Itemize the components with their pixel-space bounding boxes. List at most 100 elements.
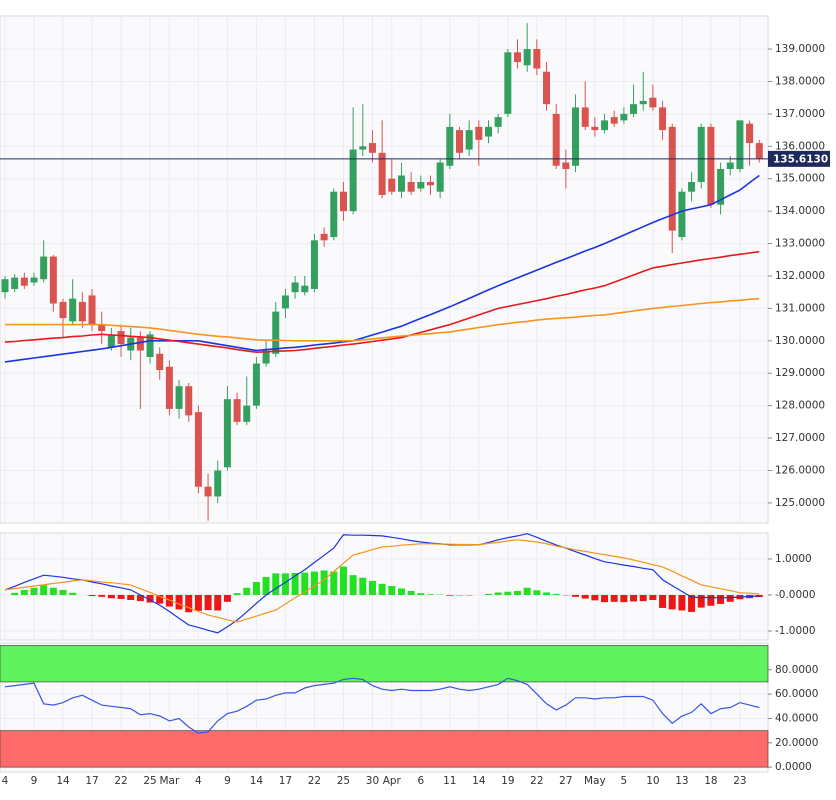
histogram-bar xyxy=(378,583,386,595)
histogram-bar xyxy=(117,594,125,599)
candle-body xyxy=(726,162,734,170)
candle-body xyxy=(688,181,696,192)
candle-body xyxy=(755,143,763,159)
candle-body xyxy=(146,334,154,358)
x-tick-label: 5 xyxy=(621,775,628,787)
histogram-bar xyxy=(330,571,338,595)
candle-body xyxy=(243,405,251,422)
candle-body xyxy=(136,337,144,351)
candle-body xyxy=(252,363,260,406)
candle-body xyxy=(485,126,492,137)
rsi-line xyxy=(4,677,760,734)
candle-body xyxy=(175,386,183,409)
candle-body xyxy=(630,104,638,114)
histogram-bar xyxy=(668,594,676,610)
candle-body xyxy=(707,126,715,205)
x-tick-label: 25 xyxy=(337,775,350,787)
y-tick-label: 0.0000 xyxy=(775,761,812,773)
histogram-bar xyxy=(368,580,376,595)
x-tick-label: Apr xyxy=(383,775,402,787)
histogram-bar xyxy=(359,577,367,595)
candle-body xyxy=(455,130,463,153)
histogram-bar xyxy=(533,590,541,595)
candle-body xyxy=(552,113,560,166)
candle-body xyxy=(40,256,48,280)
candle-body xyxy=(117,331,125,345)
candle-body xyxy=(601,120,609,131)
x-tick-label: 22 xyxy=(114,775,127,787)
candle-body xyxy=(620,113,628,121)
x-tick-label: 6 xyxy=(417,775,424,787)
candle-body xyxy=(659,107,667,131)
histogram-bar xyxy=(127,594,135,601)
x-tick-label: 23 xyxy=(733,775,746,787)
x-tick-label: 14 xyxy=(472,775,486,787)
candle-body xyxy=(581,107,589,127)
histogram-bar xyxy=(446,594,454,596)
candle-body xyxy=(465,130,473,150)
candle-body xyxy=(98,324,106,332)
candle-body xyxy=(88,295,96,325)
candle-body xyxy=(339,191,347,212)
histogram-bar xyxy=(572,594,580,597)
candle-body xyxy=(494,117,502,127)
histogram-bar xyxy=(59,589,67,595)
x-tick-label: Mar xyxy=(159,775,179,787)
candle-body xyxy=(514,52,522,63)
y-tick-label: 130.0000 xyxy=(775,335,825,347)
x-tick-label: 10 xyxy=(646,775,659,787)
band xyxy=(0,730,769,768)
candle-body xyxy=(262,350,270,364)
candle-body xyxy=(49,256,57,304)
candle-body xyxy=(281,295,289,309)
y-tick-label: 139.0000 xyxy=(775,43,825,55)
candle-body xyxy=(591,126,599,131)
histogram-bar xyxy=(697,594,705,608)
histogram-bar xyxy=(397,588,405,595)
candle-body xyxy=(678,191,686,238)
candle-body xyxy=(407,181,415,192)
histogram-bar xyxy=(98,594,106,597)
histogram-bar xyxy=(281,573,289,595)
histogram-bar xyxy=(610,594,618,602)
candle-body xyxy=(20,277,28,286)
candle-body xyxy=(107,334,115,348)
candle-body xyxy=(543,71,551,105)
candle-body xyxy=(736,120,744,170)
histogram-bar xyxy=(426,594,434,595)
histogram-bar xyxy=(272,573,280,595)
y-tick-label: 133.0000 xyxy=(775,238,825,250)
candle-body xyxy=(359,146,367,150)
histogram-bar xyxy=(523,587,531,595)
candle-body xyxy=(533,49,541,69)
histogram-bar xyxy=(11,592,19,595)
candle-body xyxy=(426,181,434,186)
macd-line xyxy=(4,533,760,634)
histogram-bar xyxy=(146,594,154,603)
histogram-bar xyxy=(252,581,260,595)
x-tick-label: 17 xyxy=(85,775,98,787)
candle-body xyxy=(272,311,280,354)
candle-body xyxy=(610,117,618,124)
candle-body xyxy=(436,162,444,192)
x-tick-label: 22 xyxy=(530,775,543,787)
candle-body xyxy=(697,126,705,182)
histogram-bar xyxy=(339,566,347,595)
histogram-bar xyxy=(649,594,657,601)
y-tick-label: 20.0000 xyxy=(775,737,818,749)
candle-body xyxy=(194,412,202,487)
candle-body xyxy=(78,301,86,322)
x-tick-label: 9 xyxy=(31,775,38,787)
y-tick-label: 60.0000 xyxy=(775,688,818,700)
candle-body xyxy=(1,279,9,293)
y-tick-label: 135.0000 xyxy=(775,173,825,185)
histogram-bar xyxy=(581,594,589,599)
histogram-bar xyxy=(156,594,164,604)
x-tick-label: 4 xyxy=(2,775,9,787)
histogram-bar xyxy=(620,594,628,603)
y-tick-label: 138.0000 xyxy=(775,75,825,87)
candle-body xyxy=(649,97,657,108)
histogram-bar xyxy=(726,594,734,602)
candle-body xyxy=(523,49,531,66)
macd-line xyxy=(4,539,760,623)
